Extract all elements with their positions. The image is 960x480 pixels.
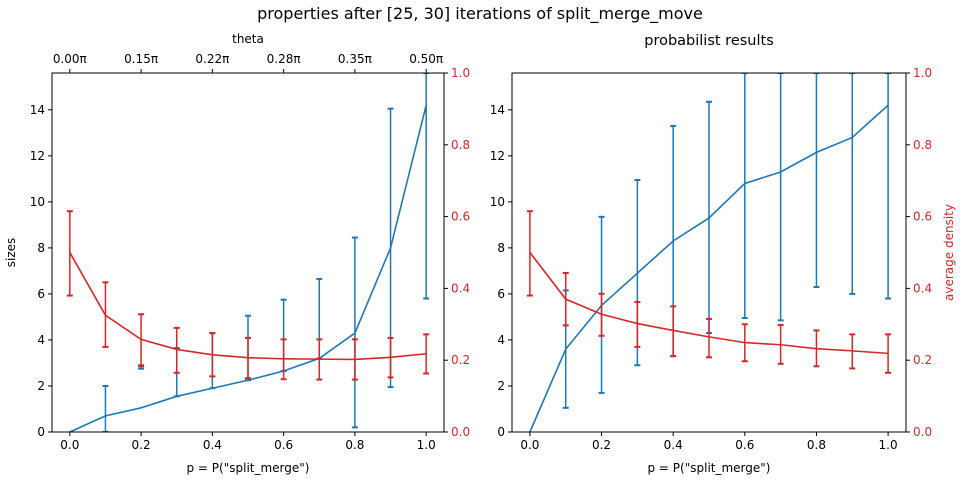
top-tick-label: 0.35π: [338, 52, 372, 66]
x-tick-label: 0.8: [807, 438, 826, 452]
y-tick-label: 10: [490, 195, 505, 209]
y-tick-label: 4: [37, 333, 45, 347]
y2-tick-label: 0.6: [913, 210, 932, 224]
figure-suptitle: properties after [25, 30] iterations of …: [257, 4, 703, 24]
top-tick-label: 0.28π: [267, 52, 301, 66]
left-chart: 0.0 0.2 0.4 0.6 0.8 1.0 p = P("split_merge") 0 2…: [4, 32, 470, 475]
y-tick-label: 4: [497, 333, 505, 347]
y2-tick-label: 0.0: [913, 425, 932, 439]
top-tick-label: 0.15π: [124, 52, 158, 66]
x-axis-label: p = P("split_merge"): [187, 461, 310, 475]
y-tick-label: 2: [497, 379, 505, 393]
x-tick-label: 0.4: [664, 438, 683, 452]
x-tick-label: 0.0: [520, 438, 539, 452]
y2-tick-label: 0.8: [913, 138, 932, 152]
y2-tick-label: 0.4: [913, 281, 932, 295]
y-tick-label: 14: [30, 103, 45, 117]
x-tick-label: 1.0: [879, 438, 898, 452]
y-tick-label: 14: [490, 103, 505, 117]
x-tick-label: 1.0: [417, 438, 436, 452]
right-chart: 0.0 0.2 0.4 0.6 0.8 1.0 p = P("split_merge") 0 2…: [490, 33, 956, 475]
density-series-line: [529, 252, 889, 355]
y-tick-label: 6: [37, 287, 45, 301]
y2-tick-label: 1.0: [913, 66, 932, 80]
x-tick-label: 0.2: [592, 438, 611, 452]
plot-frame: [511, 72, 907, 433]
top-tick-label: 0.50π: [409, 52, 443, 66]
plot-data: [526, 73, 892, 432]
chart-title: probabilist results: [644, 33, 774, 49]
y2-tick-label: 0.0: [451, 425, 470, 439]
y-tick-label: 0: [497, 425, 505, 439]
x-tick-label: 0.8: [345, 438, 364, 452]
y2-tick-label: 0.2: [913, 353, 932, 367]
y-tick-label: 12: [30, 149, 45, 163]
top-axis-label: theta: [232, 32, 264, 46]
sizes-series-line: [529, 104, 889, 432]
sizes-series-line: [69, 105, 427, 432]
y-tick-label: 12: [490, 149, 505, 163]
density-series-line: [69, 252, 427, 361]
x-tick-label: 0.0: [60, 438, 79, 452]
plot-frame: [51, 72, 445, 433]
x-tick-label: 0.2: [132, 438, 151, 452]
y2-tick-label: 0.6: [451, 210, 470, 224]
x-tick-label: 0.6: [735, 438, 754, 452]
y2-tick-label: 0.4: [451, 281, 470, 295]
y-tick-label: 10: [30, 195, 45, 209]
y-tick-label: 0: [37, 425, 45, 439]
y-axis-label: sizes: [4, 238, 18, 268]
y2-axis-label: average density: [942, 204, 956, 301]
y-tick-label: 8: [497, 241, 505, 255]
y-tick-label: 2: [37, 379, 45, 393]
x-tick-label: 0.6: [274, 438, 293, 452]
y-tick-label: 6: [497, 287, 505, 301]
y2-tick-label: 0.8: [451, 138, 470, 152]
y-tick-label: 8: [37, 241, 45, 255]
top-tick-label: 0.22π: [195, 52, 229, 66]
y2-tick-label: 1.0: [451, 66, 470, 80]
plot-data: [66, 73, 430, 432]
top-tick-label: 0.00π: [53, 52, 87, 66]
x-axis-label: p = P("split_merge"): [648, 461, 771, 475]
y2-tick-label: 0.2: [451, 353, 470, 367]
x-tick-label: 0.4: [203, 438, 222, 452]
